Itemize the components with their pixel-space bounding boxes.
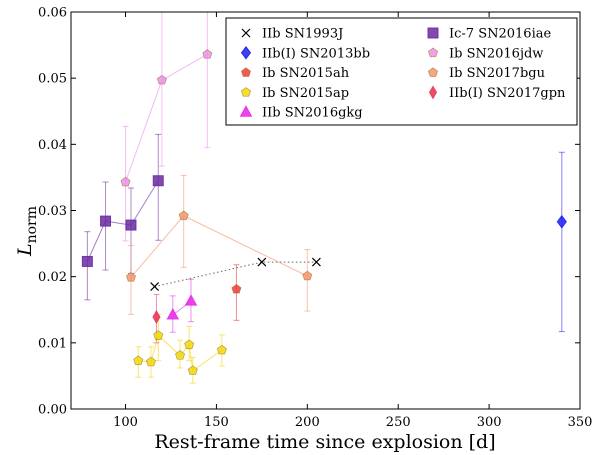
legend-marker bbox=[239, 105, 253, 117]
series-line bbox=[86, 180, 159, 262]
x-tick-label: 350 bbox=[568, 415, 593, 430]
legend-item: IIb SN1993J bbox=[241, 27, 343, 42]
x-tick-labels: 100 150 200 250 300 350 bbox=[113, 415, 592, 430]
error-bar bbox=[180, 174, 187, 268]
error-bar bbox=[204, 12, 211, 149]
error-bar bbox=[155, 133, 162, 241]
data-point bbox=[231, 283, 242, 294]
data-point bbox=[216, 344, 227, 355]
y-axis-label-sub: norm bbox=[24, 206, 40, 243]
data-point bbox=[133, 355, 144, 365]
error-bar bbox=[558, 151, 565, 333]
data-point bbox=[120, 176, 131, 187]
y-tick-label: 0.06 bbox=[38, 6, 67, 21]
data-point bbox=[175, 350, 186, 360]
legend-item: IIb(I) SN2013bb bbox=[240, 45, 370, 61]
data-point bbox=[152, 175, 164, 187]
y-axis-label: Lnorm bbox=[14, 206, 40, 257]
data-point bbox=[184, 339, 195, 350]
legend-label: Ic-7 SN2016iae bbox=[449, 27, 551, 42]
data-point bbox=[145, 356, 157, 367]
legend-marker bbox=[427, 47, 439, 58]
legend-item: Ib SN2017bgu bbox=[427, 66, 545, 81]
data-point bbox=[311, 257, 321, 267]
data-point bbox=[125, 219, 137, 231]
legend-marker bbox=[240, 67, 252, 77]
legend-item: Ib SN2015ah bbox=[240, 66, 350, 81]
y-tick-label: 0.01 bbox=[38, 336, 67, 351]
legend-marker bbox=[427, 27, 439, 39]
y-tick-label: 0.00 bbox=[38, 403, 67, 418]
data-point bbox=[152, 310, 161, 325]
data-point bbox=[257, 257, 267, 267]
data-point bbox=[156, 74, 167, 85]
legend-item: IIb(I) SN2017gpn bbox=[428, 85, 566, 101]
data-points bbox=[81, 49, 567, 375]
data-point bbox=[100, 215, 112, 227]
legend-label: IIb(I) SN2017gpn bbox=[449, 86, 566, 101]
data-point bbox=[556, 214, 567, 229]
legend-label: Ib SN2015ah bbox=[262, 66, 350, 81]
x-tick-label: 200 bbox=[295, 415, 320, 430]
y-axis-label-main: L bbox=[14, 243, 36, 257]
x-tick-label: 150 bbox=[204, 415, 229, 430]
data-point bbox=[202, 49, 213, 59]
y-tick-labels: 0.00 0.01 0.02 0.03 0.04 0.05 0.06 bbox=[38, 6, 67, 418]
svg-text:Lnorm: Lnorm bbox=[14, 206, 40, 257]
legend-label: Ib SN2016jdw bbox=[449, 46, 543, 61]
legend-box bbox=[225, 17, 578, 126]
x-axis-label: Rest-frame time since explosion [d] bbox=[154, 431, 495, 453]
legend-marker bbox=[241, 28, 251, 38]
error-bar bbox=[158, 12, 165, 167]
legend-item: Ic-7 SN2016iae bbox=[427, 27, 551, 42]
legend-item: IIb SN2016gkg bbox=[239, 105, 363, 121]
x-tick-label: 250 bbox=[386, 415, 411, 430]
legend-marker bbox=[240, 87, 252, 97]
data-point bbox=[187, 365, 198, 375]
data-point bbox=[184, 294, 198, 306]
axis-ticks bbox=[71, 11, 581, 410]
data-point bbox=[166, 308, 180, 320]
data-point bbox=[125, 272, 137, 282]
legend-marker bbox=[427, 67, 439, 77]
legend-label: Ib SN2017bgu bbox=[449, 66, 545, 81]
legend-label: IIb SN1993J bbox=[262, 27, 343, 42]
series-line bbox=[125, 53, 208, 183]
y-tick-label: 0.05 bbox=[38, 72, 67, 87]
data-point bbox=[81, 255, 93, 267]
y-tick-label: 0.02 bbox=[38, 270, 67, 285]
data-point bbox=[178, 210, 189, 221]
legend-label: IIb SN2016gkg bbox=[262, 106, 363, 121]
legend: IIb SN1993J IIb(I) SN2013bb Ib SN2015ah Ib … bbox=[225, 17, 578, 126]
series-line bbox=[130, 215, 308, 278]
series-line bbox=[154, 261, 317, 288]
error-bar bbox=[304, 249, 311, 312]
legend-marker bbox=[240, 45, 252, 60]
legend-label: Ib SN2015ap bbox=[262, 86, 349, 101]
y-tick-label: 0.04 bbox=[38, 138, 67, 153]
legend-item: Ib SN2015ap bbox=[240, 86, 349, 101]
data-point bbox=[302, 270, 313, 281]
y-tick-label: 0.03 bbox=[38, 204, 67, 219]
legend-marker bbox=[428, 85, 438, 100]
x-tick-label: 300 bbox=[477, 415, 502, 430]
legend-label: IIb(I) SN2013bb bbox=[262, 46, 370, 61]
data-point bbox=[150, 282, 160, 292]
legend-item: Ib SN2016jdw bbox=[427, 46, 543, 61]
data-point bbox=[153, 330, 164, 340]
x-tick-label: 100 bbox=[113, 415, 138, 430]
